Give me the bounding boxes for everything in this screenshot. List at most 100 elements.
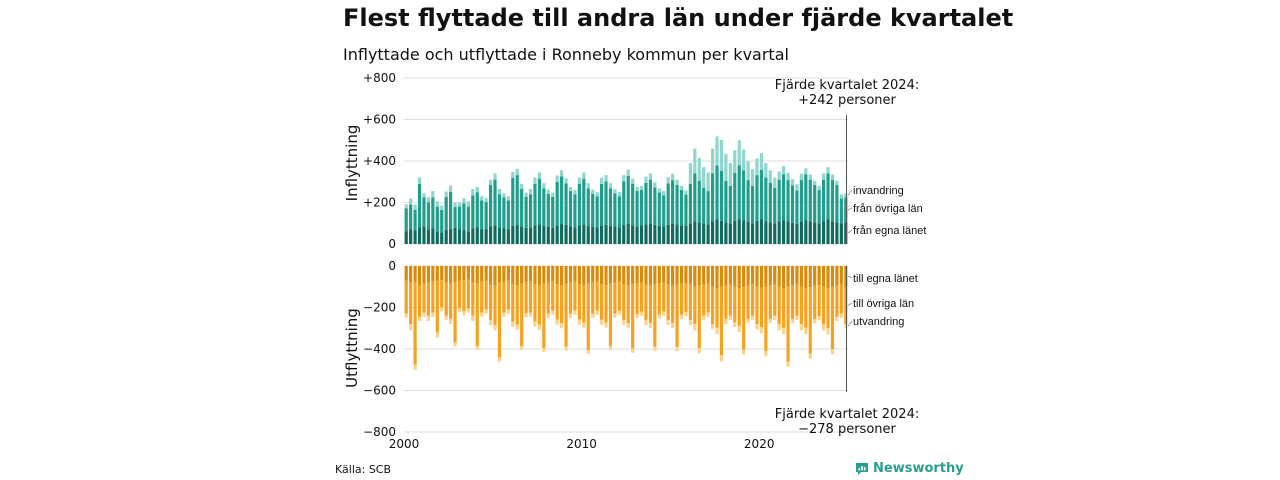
bar-out-0 [759, 266, 764, 288]
bar-in-1 [488, 184, 493, 227]
bar-in-2 [755, 158, 759, 176]
bar-in-0 [555, 225, 559, 244]
bar-in-2 [608, 183, 613, 189]
top-legend-label: från egna länet [853, 225, 926, 237]
bar-out-0 [533, 266, 537, 285]
bar-in-0 [520, 226, 524, 244]
bar-in-1 [830, 179, 835, 222]
bar-out-0 [426, 266, 431, 283]
bar-in-2 [520, 183, 524, 190]
bar-out-1 [444, 282, 448, 316]
bar-in-2 [426, 197, 431, 203]
bar-out-1 [675, 284, 679, 347]
bar-out-0 [657, 266, 661, 284]
bar-out-2 [835, 316, 839, 321]
brand-name: Newsworthy [873, 461, 964, 476]
bar-in-2 [737, 140, 741, 166]
bar-out-1 [533, 284, 537, 322]
bar-out-1 [679, 283, 684, 315]
bar-out-2 [813, 319, 817, 324]
bar-out-2 [750, 315, 755, 320]
bar-in-1 [515, 175, 519, 225]
bar-in-1 [608, 188, 613, 226]
bottom-y-tick-label: −600 [363, 384, 396, 398]
bar-in-0 [480, 229, 484, 244]
bar-out-1 [671, 285, 675, 324]
bar-out-2 [462, 311, 466, 316]
bar-in-1 [795, 190, 799, 224]
bar-out-2 [466, 308, 470, 313]
bar-out-2 [444, 315, 448, 320]
bar-in-2 [564, 178, 568, 184]
bar-in-0 [719, 220, 724, 244]
bar-out-1 [653, 284, 657, 347]
bar-out-0 [475, 266, 479, 284]
bar-in-2 [577, 177, 581, 184]
bar-in-1 [826, 173, 830, 220]
bar-out-0 [635, 266, 639, 284]
bar-in-0 [626, 223, 630, 244]
bar-in-1 [688, 183, 692, 224]
bar-out-2 [573, 310, 577, 315]
bar-out-2 [808, 353, 812, 359]
bar-out-1 [830, 286, 835, 349]
bar-in-2 [555, 175, 559, 182]
bar-in-0 [453, 227, 457, 244]
bar-in-0 [684, 225, 688, 244]
bar-out-1 [795, 284, 799, 316]
bar-in-2 [817, 185, 821, 191]
bar-in-0 [493, 225, 497, 244]
bar-out-1 [768, 285, 772, 319]
bar-out-1 [808, 287, 812, 354]
bar-in-1 [653, 187, 657, 225]
bar-in-1 [591, 193, 595, 227]
bar-in-1 [520, 189, 524, 227]
bar-out-0 [799, 266, 803, 287]
bar-in-0 [639, 225, 644, 244]
bar-out-1 [604, 285, 608, 323]
bar-out-0 [795, 266, 799, 285]
bar-out-2 [520, 345, 524, 351]
bar-out-2 [435, 332, 439, 338]
top-legend: från egna länet från övriga län invandring [847, 185, 926, 237]
top-legend-leader [847, 229, 853, 234]
bar-out-2 [431, 312, 435, 317]
bar-in-1 [431, 197, 435, 229]
bar-out-0 [444, 266, 448, 283]
bar-in-2 [604, 175, 608, 182]
bar-in-1 [511, 178, 515, 226]
bar-in-0 [742, 220, 746, 244]
bar-out-0 [639, 266, 644, 283]
bar-in-1 [449, 191, 453, 230]
bar-in-2 [471, 189, 475, 196]
bar-in-0 [644, 224, 648, 244]
bar-in-0 [662, 226, 666, 244]
bar-in-1 [804, 174, 808, 221]
top-legend-label: invandring [853, 185, 904, 197]
bar-out-1 [742, 287, 746, 350]
top-y-tick-label: +600 [363, 113, 396, 127]
bar-out-2 [737, 325, 741, 332]
bar-in-0 [795, 223, 799, 244]
bar-in-0 [746, 221, 750, 244]
bar-out-1 [555, 284, 559, 320]
bar-in-0 [413, 230, 417, 244]
bar-in-2 [404, 204, 408, 209]
bar-in-0 [551, 227, 555, 244]
bar-out-0 [471, 266, 475, 283]
bar-out-1 [782, 288, 786, 328]
bar-out-2 [759, 327, 764, 334]
bar-out-2 [644, 319, 648, 326]
bar-out-2 [804, 327, 808, 335]
bar-in-2 [480, 196, 484, 201]
bar-in-1 [679, 190, 684, 226]
bar-in-1 [693, 173, 697, 222]
bar-in-1 [702, 187, 706, 224]
bar-out-0 [466, 266, 470, 280]
bar-out-1 [551, 281, 555, 311]
bar-in-2 [719, 139, 724, 171]
bar-in-2 [742, 149, 746, 171]
bar-in-0 [449, 229, 453, 244]
bar-in-2 [457, 202, 462, 207]
bar-out-0 [719, 266, 724, 287]
